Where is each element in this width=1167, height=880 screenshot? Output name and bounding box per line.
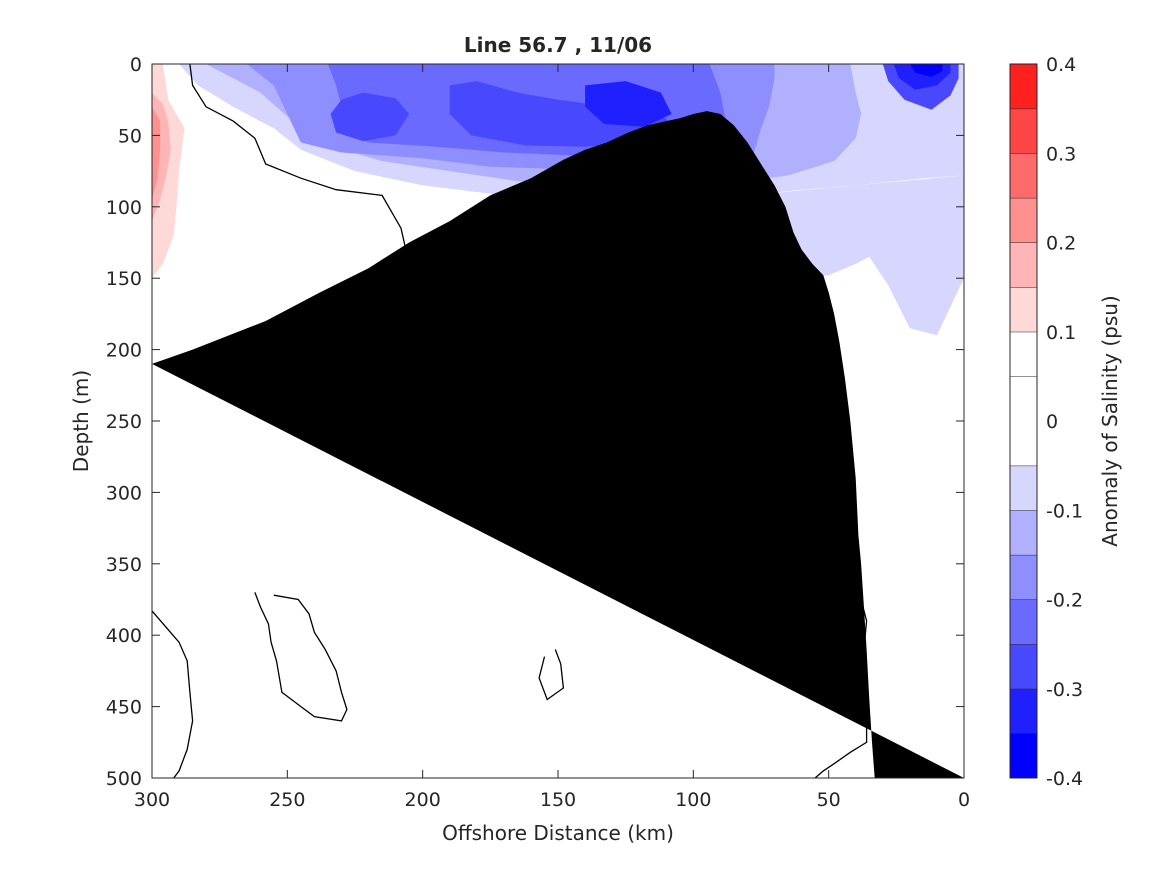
colorbar-band [1010, 510, 1037, 555]
colorbar-band [1010, 108, 1037, 154]
colorbar-label: Anomaly of Salinity (psu) [1098, 295, 1122, 546]
y-tick-label: 350 [106, 554, 142, 576]
colorbar-tick-label: -0.4 [1046, 768, 1083, 790]
x-axis-label: Offshore Distance (km) [442, 821, 674, 845]
colorbar-tick-label: -0.1 [1046, 500, 1083, 522]
contour-region-5 [449, 81, 680, 147]
x-axis-ticks: 300 250 200 150 100 50 0 [134, 64, 970, 811]
contour-region-15 [152, 106, 161, 200]
land-mask-layer [152, 111, 964, 779]
zero-contour-line-1 [538, 649, 565, 701]
colorbar-band [1010, 644, 1037, 689]
x-tick-label: 50 [817, 789, 841, 811]
colorbar-band [1010, 554, 1037, 600]
colorbar-band [1010, 376, 1037, 466]
contour-region-4 [330, 92, 410, 142]
chart-title: Line 56.7 , 11/06 [464, 33, 652, 57]
zero-contour-line-4 [254, 592, 348, 722]
zero-contour-line-3 [151, 610, 194, 779]
y-tick-label: 150 [106, 268, 142, 290]
x-tick-label: 100 [675, 789, 711, 811]
y-tick-label: 0 [130, 54, 142, 76]
colorbar-band [1010, 64, 1037, 109]
contour-region-6 [585, 81, 672, 127]
colorbar-ticks: 0.4 0.3 0.2 0.1 0 -0.1 -0.2 -0.3 -0.4 [1046, 54, 1083, 790]
x-tick-label: 300 [134, 789, 170, 811]
x-tick-label: 150 [540, 789, 576, 811]
colorbar-band [1010, 599, 1037, 645]
y-tick-label: 200 [106, 340, 142, 362]
x-tick-label: 0 [958, 789, 970, 811]
contour-region-9 [909, 64, 943, 77]
y-tick-label: 100 [106, 197, 142, 219]
colorbar-band [1010, 465, 1037, 511]
y-axis-ticks: 0 50 100 150 200 250 300 350 400 450 500 [106, 54, 964, 790]
y-tick-label: 450 [106, 697, 142, 719]
plot-area [151, 63, 965, 779]
colorbar-band [1010, 733, 1037, 778]
colorbar-tick-label: 0 [1046, 411, 1058, 433]
colorbar: 0.4 0.3 0.2 0.1 0 -0.1 -0.2 -0.3 -0.4 Anomaly of… [1009, 54, 1122, 790]
y-tick-label: 300 [106, 482, 142, 504]
y-tick-label: 250 [106, 411, 142, 433]
colorbar-tick-label: 0.4 [1046, 54, 1076, 76]
contour-region-12 [152, 64, 309, 343]
colorbar-tick-label: 0.3 [1046, 143, 1076, 165]
x-tick-label: 200 [405, 789, 441, 811]
colorbar-tick-label: -0.2 [1046, 590, 1083, 612]
y-axis-label: Depth (m) [69, 370, 93, 472]
colorbar-band [1010, 242, 1037, 288]
colorbar-frame [1009, 63, 1038, 779]
y-tick-label: 50 [118, 125, 142, 147]
colorbar-band [1010, 153, 1037, 198]
y-tick-label: 500 [106, 768, 142, 790]
land-mask [152, 111, 964, 779]
colorbar-bands [1010, 63, 1037, 778]
x-tick-label: 250 [269, 789, 305, 811]
colorbar-band [1010, 331, 1037, 377]
colorbar-tick-label: 0.1 [1046, 322, 1076, 344]
colorbar-band [1010, 688, 1037, 734]
colorbar-band [1010, 197, 1037, 243]
y-tick-label: 400 [106, 625, 142, 647]
colorbar-band [1010, 287, 1037, 332]
colorbar-tick-label: 0.2 [1046, 233, 1076, 255]
colorbar-tick-label: -0.3 [1046, 679, 1083, 701]
